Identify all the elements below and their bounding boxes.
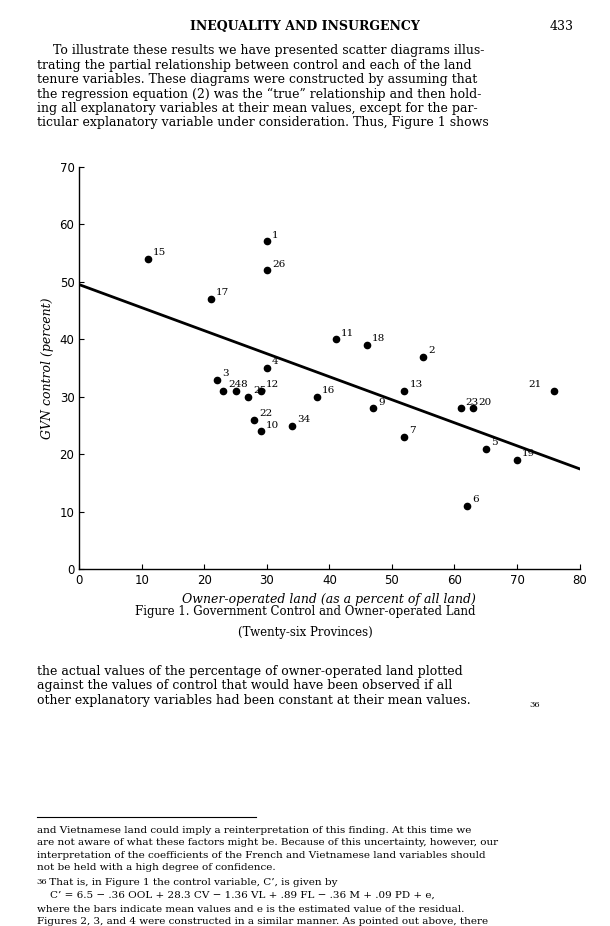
Text: 4: 4 (272, 357, 279, 367)
Text: ticular explanatory variable under consideration. Thus, Figure 1 shows: ticular explanatory variable under consi… (37, 117, 489, 130)
Text: 433: 433 (550, 20, 573, 33)
Text: 20: 20 (478, 397, 492, 407)
Text: 34: 34 (297, 415, 310, 424)
Text: 22: 22 (259, 409, 273, 419)
Text: 25: 25 (253, 386, 267, 395)
Text: 36: 36 (529, 701, 540, 709)
Text: INEQUALITY AND INSURGENCY: INEQUALITY AND INSURGENCY (190, 20, 420, 33)
Text: 10: 10 (265, 420, 279, 430)
Text: 24: 24 (228, 381, 242, 389)
Text: 11: 11 (340, 329, 354, 338)
Text: 36: 36 (37, 878, 47, 886)
Text: Figure 1. Government Control and Owner-operated Land: Figure 1. Government Control and Owner-o… (135, 605, 475, 618)
Text: (Twenty-six Provinces): (Twenty-six Provinces) (238, 626, 372, 639)
Text: Figures 2, 3, and 4 were constructed in a similar manner. As pointed out above, : Figures 2, 3, and 4 were constructed in … (37, 917, 488, 926)
Text: against the values of control that would have been observed if all: against the values of control that would… (37, 679, 452, 693)
Text: 16: 16 (322, 386, 335, 395)
Text: and Vietnamese land could imply a reinterpretation of this finding. At this time: and Vietnamese land could imply a reinte… (37, 826, 471, 835)
Text: 26: 26 (272, 259, 285, 269)
Text: 18: 18 (372, 334, 385, 344)
Text: 21: 21 (529, 381, 542, 389)
Text: C’ = 6.5 − .36 OOL + 28.3 CV − 1.36 VL + .89 FL − .36 M + .09 PD + e,: C’ = 6.5 − .36 OOL + 28.3 CV − 1.36 VL +… (37, 891, 434, 899)
Text: That is, in Figure 1 the control variable, C’, is given by: That is, in Figure 1 the control variabl… (46, 878, 337, 887)
Text: 23: 23 (465, 397, 479, 407)
Text: 1: 1 (272, 231, 279, 240)
Text: the regression equation (2) was the “true” relationship and then hold-: the regression equation (2) was the “tru… (37, 88, 481, 101)
Text: 13: 13 (409, 381, 423, 389)
Text: 19: 19 (522, 449, 535, 458)
Text: 6: 6 (472, 495, 479, 505)
Text: interpretation of the coefficients of the French and Vietnamese land variables s: interpretation of the coefficients of th… (37, 851, 485, 860)
Text: 15: 15 (153, 248, 167, 257)
Text: To illustrate these results we have presented scatter diagrams illus-: To illustrate these results we have pres… (37, 44, 484, 57)
Text: ing all explanatory variables at their mean values, except for the par-: ing all explanatory variables at their m… (37, 102, 477, 115)
Text: not be held with a high degree of confidence.: not be held with a high degree of confid… (37, 863, 275, 872)
Text: 3: 3 (222, 369, 229, 378)
Text: trating the partial relationship between control and each of the land: trating the partial relationship between… (37, 59, 472, 72)
Text: 12: 12 (265, 381, 279, 389)
Text: 2: 2 (428, 345, 435, 355)
Text: 9: 9 (378, 397, 385, 407)
Text: where the bars indicate mean values and e is the estimated value of the residual: where the bars indicate mean values and … (37, 905, 464, 914)
Text: are not aware of what these factors might be. Because of this uncertainty, howev: are not aware of what these factors migh… (37, 839, 498, 847)
Text: tenure variables. These diagrams were constructed by assuming that: tenure variables. These diagrams were co… (37, 73, 477, 86)
Text: 7: 7 (409, 426, 416, 435)
Y-axis label: GVN control (percent): GVN control (percent) (41, 297, 54, 439)
Text: other explanatory variables had been constant at their mean values.: other explanatory variables had been con… (37, 694, 470, 707)
Text: the actual values of the percentage of owner-operated land plotted: the actual values of the percentage of o… (37, 665, 462, 678)
X-axis label: Owner-operated land (as a percent of all land): Owner-operated land (as a percent of all… (182, 593, 476, 606)
Text: 5: 5 (490, 438, 497, 447)
Text: 17: 17 (215, 288, 229, 297)
Text: 8: 8 (240, 381, 247, 389)
